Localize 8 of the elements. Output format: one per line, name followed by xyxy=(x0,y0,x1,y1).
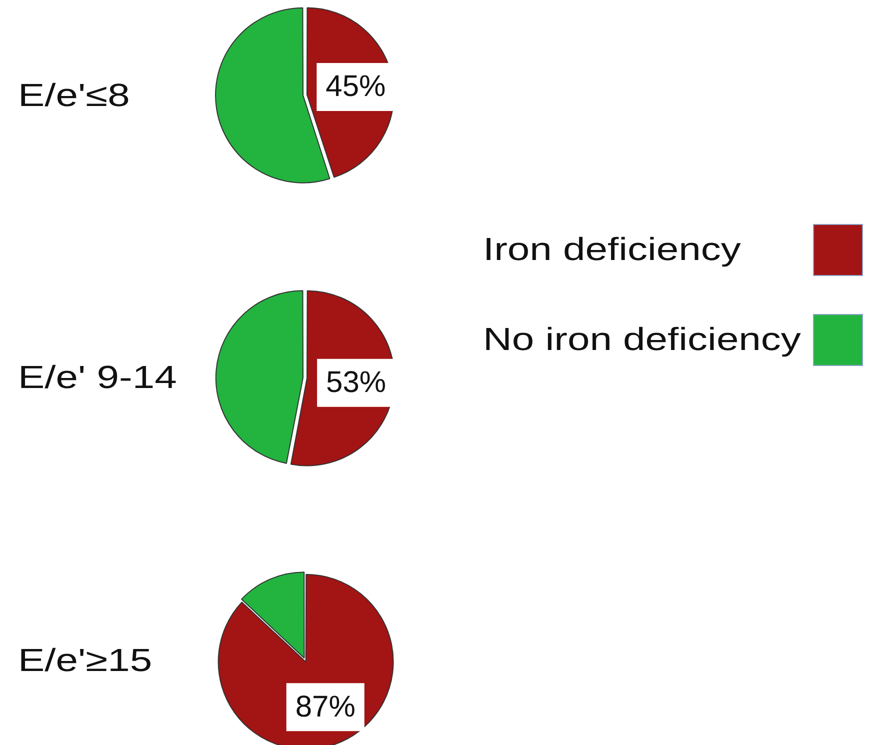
text: E/e'≤8 xyxy=(18,76,130,114)
data-label: 45% xyxy=(326,70,386,104)
legend-label: No iron deficiency xyxy=(483,321,801,358)
data-label: 87% xyxy=(295,690,356,724)
text: E/e' 9-14 xyxy=(18,359,177,396)
legend-label: Iron deficiency xyxy=(483,231,741,268)
text: E/e'≥15 xyxy=(18,642,152,678)
data-label: 53% xyxy=(326,366,386,399)
